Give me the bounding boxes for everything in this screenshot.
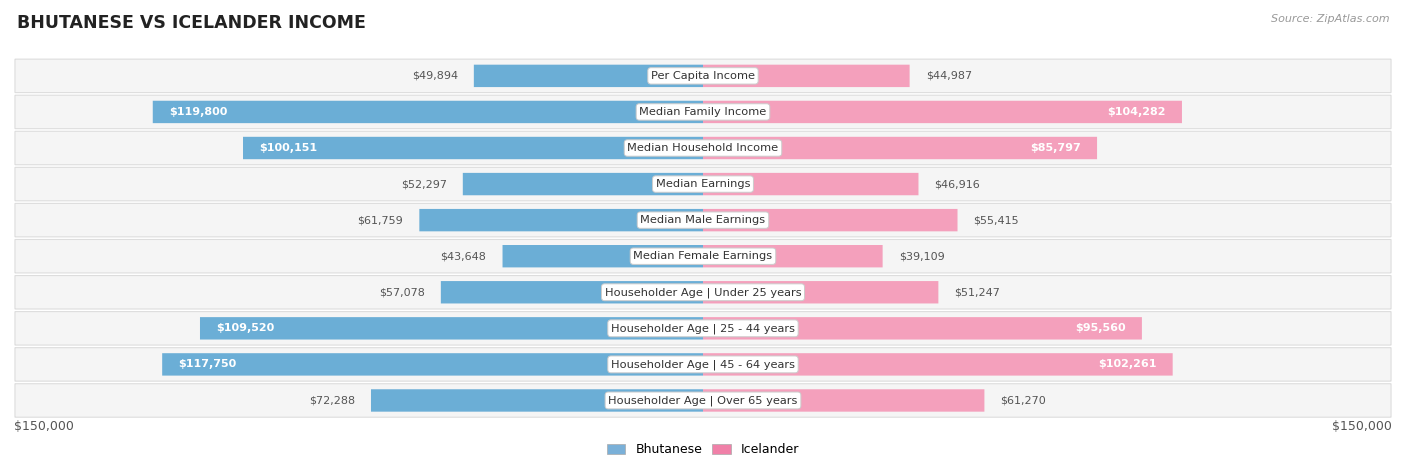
Text: Median Male Earnings: Median Male Earnings	[641, 215, 765, 225]
FancyBboxPatch shape	[474, 64, 703, 87]
FancyBboxPatch shape	[703, 245, 883, 268]
FancyBboxPatch shape	[703, 281, 938, 304]
FancyBboxPatch shape	[243, 137, 703, 159]
FancyBboxPatch shape	[703, 389, 984, 412]
FancyBboxPatch shape	[15, 59, 1391, 92]
FancyBboxPatch shape	[441, 281, 703, 304]
Text: $55,415: $55,415	[973, 215, 1019, 225]
FancyBboxPatch shape	[15, 347, 1391, 381]
Legend: Bhutanese, Icelander: Bhutanese, Icelander	[602, 439, 804, 461]
Text: Source: ZipAtlas.com: Source: ZipAtlas.com	[1271, 14, 1389, 24]
Text: $72,288: $72,288	[309, 396, 354, 405]
FancyBboxPatch shape	[15, 204, 1391, 237]
Text: $104,282: $104,282	[1108, 107, 1166, 117]
FancyBboxPatch shape	[703, 317, 1142, 340]
Text: BHUTANESE VS ICELANDER INCOME: BHUTANESE VS ICELANDER INCOME	[17, 14, 366, 32]
Text: $49,894: $49,894	[412, 71, 458, 81]
FancyBboxPatch shape	[463, 173, 703, 195]
FancyBboxPatch shape	[153, 101, 703, 123]
FancyBboxPatch shape	[15, 95, 1391, 129]
FancyBboxPatch shape	[703, 64, 910, 87]
FancyBboxPatch shape	[703, 173, 918, 195]
Text: $46,916: $46,916	[935, 179, 980, 189]
Text: $109,520: $109,520	[217, 323, 274, 333]
Text: $100,151: $100,151	[259, 143, 318, 153]
FancyBboxPatch shape	[502, 245, 703, 268]
Text: Median Earnings: Median Earnings	[655, 179, 751, 189]
Text: $44,987: $44,987	[925, 71, 972, 81]
Text: $117,750: $117,750	[179, 360, 236, 369]
Text: Householder Age | 45 - 64 years: Householder Age | 45 - 64 years	[612, 359, 794, 370]
FancyBboxPatch shape	[703, 209, 957, 231]
Text: Median Family Income: Median Family Income	[640, 107, 766, 117]
Text: $150,000: $150,000	[1331, 420, 1392, 433]
Text: $102,261: $102,261	[1098, 360, 1157, 369]
Text: $52,297: $52,297	[401, 179, 447, 189]
Text: $51,247: $51,247	[955, 287, 1000, 297]
FancyBboxPatch shape	[200, 317, 703, 340]
FancyBboxPatch shape	[15, 240, 1391, 273]
FancyBboxPatch shape	[419, 209, 703, 231]
FancyBboxPatch shape	[703, 101, 1182, 123]
FancyBboxPatch shape	[15, 276, 1391, 309]
Text: Per Capita Income: Per Capita Income	[651, 71, 755, 81]
Text: $150,000: $150,000	[14, 420, 75, 433]
Text: $61,759: $61,759	[357, 215, 404, 225]
Text: $95,560: $95,560	[1076, 323, 1126, 333]
FancyBboxPatch shape	[15, 167, 1391, 201]
Text: $43,648: $43,648	[440, 251, 486, 261]
Text: Householder Age | Over 65 years: Householder Age | Over 65 years	[609, 395, 797, 406]
FancyBboxPatch shape	[15, 384, 1391, 417]
FancyBboxPatch shape	[162, 353, 703, 375]
FancyBboxPatch shape	[703, 353, 1173, 375]
Text: Householder Age | 25 - 44 years: Householder Age | 25 - 44 years	[612, 323, 794, 333]
FancyBboxPatch shape	[15, 131, 1391, 165]
Text: Householder Age | Under 25 years: Householder Age | Under 25 years	[605, 287, 801, 297]
FancyBboxPatch shape	[15, 311, 1391, 345]
Text: $61,270: $61,270	[1001, 396, 1046, 405]
Text: $119,800: $119,800	[169, 107, 228, 117]
Text: $85,797: $85,797	[1031, 143, 1081, 153]
FancyBboxPatch shape	[371, 389, 703, 412]
Text: $57,078: $57,078	[378, 287, 425, 297]
Text: $39,109: $39,109	[898, 251, 945, 261]
FancyBboxPatch shape	[703, 137, 1097, 159]
Text: Median Female Earnings: Median Female Earnings	[634, 251, 772, 261]
Text: Median Household Income: Median Household Income	[627, 143, 779, 153]
